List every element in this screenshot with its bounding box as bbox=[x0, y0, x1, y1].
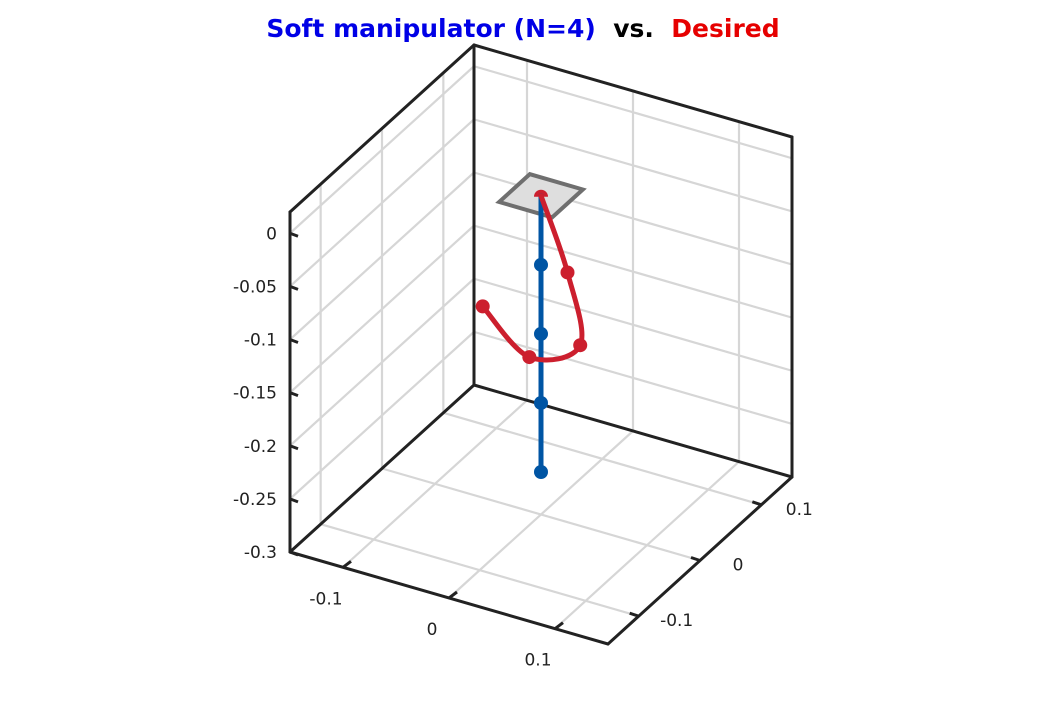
z-tick-mark-6 bbox=[289, 550, 299, 557]
grid-z-side-0 bbox=[289, 65, 475, 235]
x-tick-mark-1 bbox=[448, 590, 458, 600]
series-1-node-2 bbox=[573, 338, 588, 353]
grid-z-back-3 bbox=[473, 224, 793, 319]
grid-z-back-1 bbox=[473, 118, 793, 213]
x-tick-mark-2 bbox=[554, 621, 564, 630]
grid-z-back-5 bbox=[473, 330, 793, 425]
grid-y-floor-0 bbox=[320, 523, 639, 618]
box-edge-7 bbox=[288, 43, 476, 214]
grid-z-side-1 bbox=[289, 118, 475, 288]
y-tick-label-2: 0.1 bbox=[786, 500, 813, 520]
box-edge-2 bbox=[288, 383, 476, 554]
y-tick-mark-0 bbox=[629, 611, 640, 618]
grid-y-floor-2 bbox=[443, 411, 762, 506]
series-1-node-1 bbox=[560, 265, 575, 280]
z-tick-mark-4 bbox=[289, 444, 299, 451]
grid-z-back-0 bbox=[473, 65, 793, 160]
x-tick-label-2: 0.1 bbox=[524, 651, 551, 671]
x-tick-mark-0 bbox=[342, 560, 352, 569]
z-tick-label-2: -0.1 bbox=[244, 331, 277, 351]
y-tick-label-0: -0.1 bbox=[660, 611, 693, 631]
z-tick-mark-2 bbox=[289, 338, 299, 344]
z-tick-label-6: -0.3 bbox=[244, 543, 277, 563]
z-tick-label-4: -0.2 bbox=[244, 437, 277, 457]
y-tick-mark-2 bbox=[751, 500, 762, 507]
title-separator: vs. bbox=[595, 14, 672, 43]
box-edge-8 bbox=[472, 43, 794, 139]
z-tick-mark-3 bbox=[289, 391, 299, 398]
z-tick-label-1: -0.05 bbox=[233, 277, 277, 297]
x-tick-label-1: 0 bbox=[427, 620, 438, 640]
title-manipulator: Soft manipulator (N=4) bbox=[266, 14, 596, 43]
grid-z-side-5 bbox=[289, 331, 475, 500]
z-tick-label-5: -0.25 bbox=[233, 490, 277, 510]
series-1-node-3 bbox=[522, 350, 537, 365]
title-desired: Desired bbox=[671, 14, 780, 43]
series-0-node-3 bbox=[534, 395, 548, 410]
z-tick-mark-1 bbox=[289, 284, 299, 291]
series-0-node-1 bbox=[534, 257, 548, 272]
grid-z-side-2 bbox=[289, 171, 475, 341]
y-tick-mark-1 bbox=[690, 556, 701, 562]
z-tick-mark-5 bbox=[289, 497, 299, 504]
series-0-node-4 bbox=[534, 465, 548, 479]
box-edge-3 bbox=[472, 383, 794, 479]
z-tick-label-0: 0 bbox=[266, 224, 277, 244]
grid-z-back-4 bbox=[473, 277, 793, 372]
series-1-node-4 bbox=[475, 299, 490, 314]
chart-title: Soft manipulator (N=4) vs. Desired bbox=[0, 14, 1046, 43]
series-0-node-2 bbox=[534, 326, 548, 341]
grid-z-side-3 bbox=[289, 224, 475, 394]
z-tick-mark-0 bbox=[289, 231, 299, 238]
y-tick-label-1: 0 bbox=[733, 556, 744, 576]
grid-z-side-4 bbox=[289, 277, 475, 447]
z-tick-label-3: -0.15 bbox=[233, 384, 277, 404]
tick-layer: 0 -0.05 -0.1 -0.15 -0.2 -0.25 -0.3 -0.1 0 0.1 -0.1… bbox=[233, 224, 813, 670]
x-tick-label-0: -0.1 bbox=[309, 589, 342, 609]
data-layer bbox=[475, 171, 588, 479]
grid-y-floor-1 bbox=[381, 467, 701, 562]
